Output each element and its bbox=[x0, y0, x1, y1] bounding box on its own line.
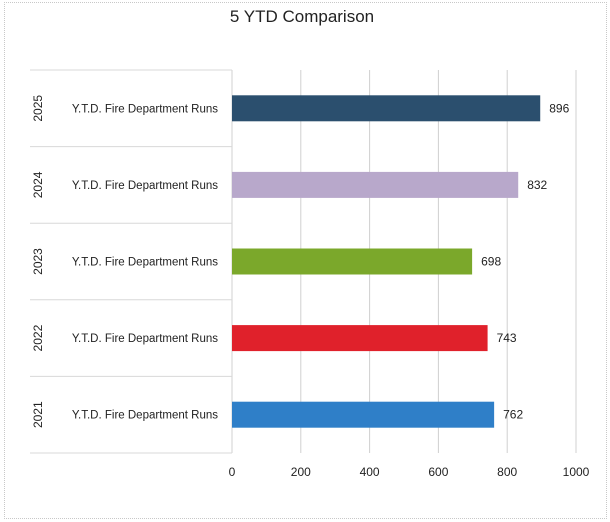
x-tick-label: 800 bbox=[497, 465, 517, 479]
bar-2021 bbox=[232, 401, 495, 428]
group-label: 2022 bbox=[31, 324, 45, 351]
bar-2024 bbox=[232, 171, 519, 198]
data-label: 762 bbox=[503, 408, 523, 422]
x-tick-label: 400 bbox=[360, 465, 380, 479]
chart-title: 5 YTD Comparison bbox=[230, 7, 374, 26]
category-label: Y.T.D. Fire Department Runs bbox=[72, 410, 218, 422]
x-tick-label: 0 bbox=[229, 465, 236, 479]
group-label: 2025 bbox=[31, 95, 45, 122]
bar-2022 bbox=[232, 325, 488, 352]
group-label: 2023 bbox=[31, 248, 45, 275]
category-label: Y.T.D. Fire Department Runs bbox=[72, 333, 218, 345]
gridlines bbox=[231, 70, 577, 453]
data-label: 743 bbox=[497, 331, 517, 345]
category-label: Y.T.D. Fire Department Runs bbox=[72, 180, 218, 192]
data-label: 896 bbox=[549, 101, 569, 115]
group-label: 2024 bbox=[31, 171, 45, 198]
data-label: 832 bbox=[527, 178, 547, 192]
category-labels: 2025 Y.T.D. Fire Department Runs 2024 Y.T.D… bbox=[30, 69, 232, 454]
bar-2025 bbox=[232, 95, 541, 122]
x-tick-label: 600 bbox=[428, 465, 448, 479]
category-label: Y.T.D. Fire Department Runs bbox=[72, 257, 218, 269]
chart-frame bbox=[4, 2, 607, 519]
x-axis-ticks: 0 200 400 600 800 1000 bbox=[229, 465, 590, 479]
bars: 896 832 698 743 762 bbox=[232, 95, 570, 428]
x-tick-label: 200 bbox=[291, 465, 311, 479]
group-label: 2021 bbox=[31, 401, 45, 428]
category-label: Y.T.D. Fire Department Runs bbox=[72, 103, 218, 115]
data-label: 698 bbox=[481, 255, 501, 269]
bar-2023 bbox=[232, 248, 473, 275]
x-tick-label: 1000 bbox=[563, 465, 590, 479]
